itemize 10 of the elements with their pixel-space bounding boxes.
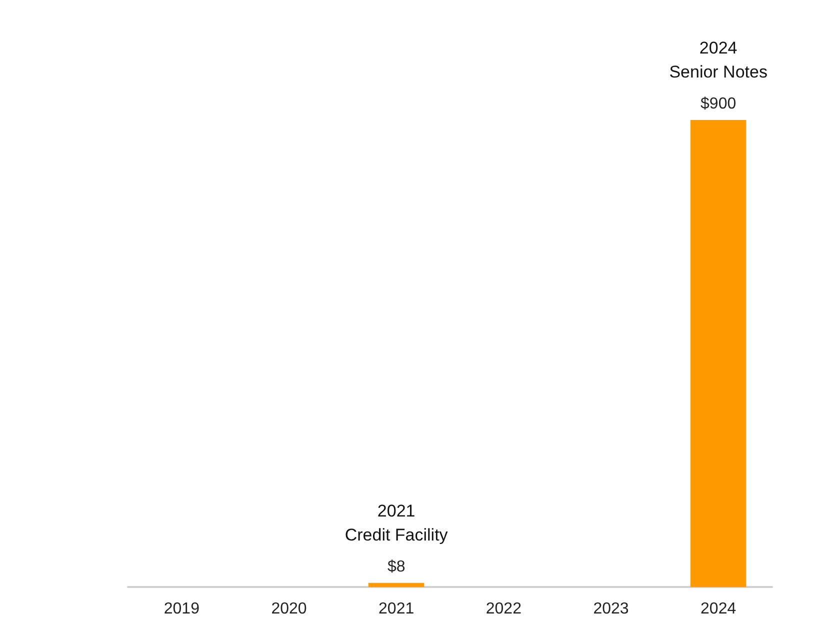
x-tick-label: 2023 [593, 600, 629, 618]
data-label: $900 [700, 96, 736, 112]
annotation: 2021 Credit Facility [344, 501, 448, 544]
x-tick-label: 2020 [271, 600, 307, 618]
data-label: $8 [387, 558, 406, 576]
text: 2024 Senior Notes [669, 38, 768, 82]
x-tick-label: 2024 [700, 600, 736, 618]
x-tick-label: 2022 [486, 600, 522, 618]
x-tick-label: 2021 [378, 600, 414, 618]
x-tick-label: 2019 [164, 600, 200, 618]
